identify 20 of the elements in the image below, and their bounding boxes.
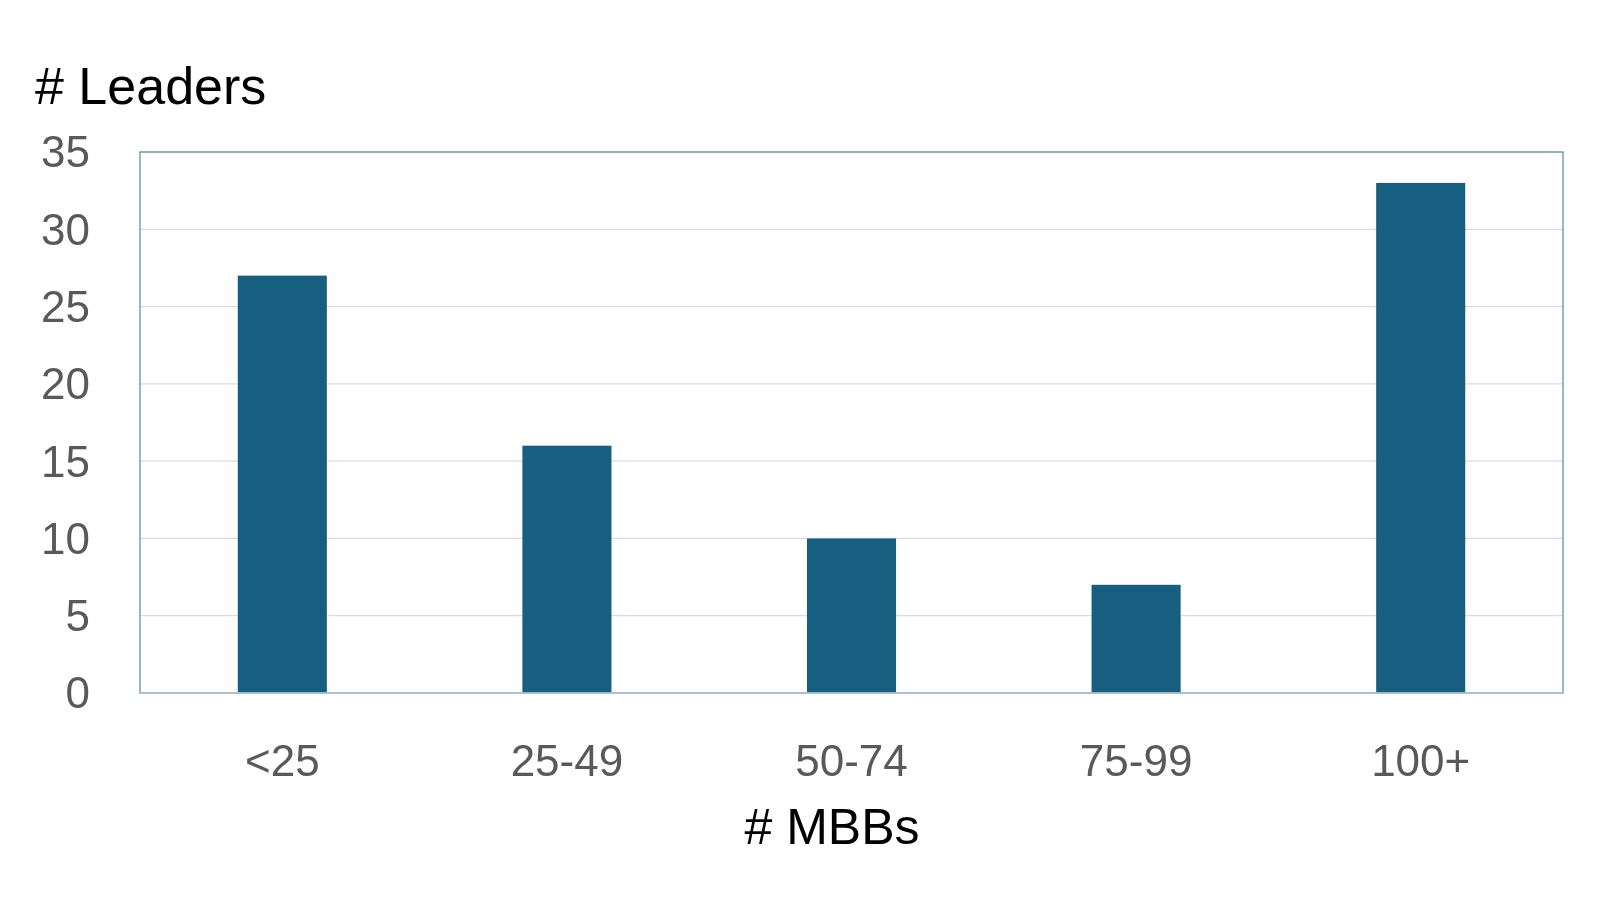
x-tick-label: 75-99 [1079,736,1193,785]
x-tick-label: <25 [244,736,320,785]
y-tick-label: 35 [41,127,90,177]
bar [806,538,897,693]
y-tick-label: 10 [41,513,90,563]
y-tick-label: 5 [65,591,90,641]
y-tick-label: 25 [41,281,90,331]
x-tick-label: 100+ [1371,736,1471,785]
y-axis-title: # Leaders [35,57,267,115]
x-tick-label: 50-74 [795,736,908,785]
y-tick-label: 0 [65,668,90,718]
x-axis-title: # MBBs [744,799,920,855]
bar [1376,182,1466,693]
bar [522,445,612,693]
y-tick-label: 15 [41,436,90,486]
bar [1091,584,1181,693]
x-tick-label: 25-49 [510,736,624,785]
y-tick-label: 20 [41,359,90,409]
bar [237,275,327,693]
y-tick-label: 30 [41,204,90,254]
